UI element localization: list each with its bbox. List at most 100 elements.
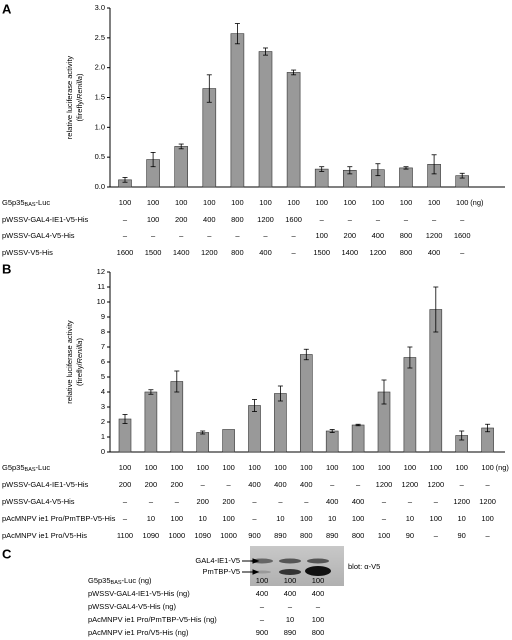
table-cell: 10 [147, 514, 155, 523]
table-cell: 200 [222, 497, 235, 506]
table-cell: 100 [256, 576, 269, 585]
table-cell: 200 [344, 231, 357, 240]
table-cell: – [149, 497, 154, 506]
table-cell: – [348, 215, 353, 224]
row-label: pAcMNPV ie1 Pro/PmTBP-V5-His [2, 514, 116, 523]
y-axis-label-part: Renilla [75, 341, 84, 364]
table-cell: 400 [372, 231, 385, 240]
bar [274, 393, 287, 453]
error-bar [319, 166, 325, 172]
table-cell: – [304, 497, 309, 506]
table-cell: 10 [286, 615, 294, 624]
panel-label: B [2, 261, 11, 276]
row-label: pWSSV-GAL4-V5-His [2, 497, 75, 506]
table-cell: 100 [171, 514, 184, 523]
table-cell: 100 [430, 514, 443, 523]
table-cell: – [356, 480, 361, 489]
bar [196, 432, 209, 453]
y-tick-label: 11 [97, 282, 105, 291]
table-cell: 1200 [402, 480, 419, 489]
y-tick-label: 3 [101, 402, 105, 411]
error-bar [459, 172, 465, 179]
row-label: pWSSV-GAL4-V5-His (ng) [88, 602, 176, 611]
error-bar [291, 69, 297, 76]
table-cell: – [432, 215, 437, 224]
table-cell: 100 [481, 514, 494, 523]
error-bar [303, 348, 309, 361]
bar [403, 357, 417, 453]
table-cell: 800 [231, 248, 244, 257]
table-cell: 100 [315, 198, 328, 207]
row-label: G5p35BAS-Luc [2, 198, 50, 208]
error-bar [206, 74, 212, 103]
error-bar [381, 379, 387, 405]
table-cell: 100 [400, 198, 413, 207]
table-cell: – [382, 514, 387, 523]
table-cell: 100 [259, 198, 272, 207]
table-cell: 10 [276, 514, 284, 523]
table-cell: 1500 [145, 248, 162, 257]
table-cell: 400 [274, 480, 287, 489]
y-axis-label: (firefly/Renilla) [75, 73, 84, 121]
table-cell: – [330, 480, 335, 489]
table-cell: – [260, 602, 265, 611]
table-cell: – [207, 231, 212, 240]
y-tick-label: 6 [101, 357, 105, 366]
blot-image [250, 546, 344, 586]
table-cell: 890 [274, 531, 287, 540]
blot-label: blot: α-V5 [348, 562, 380, 571]
table-cell: 1600 [117, 248, 134, 257]
table-cell: 1090 [194, 531, 211, 540]
table-cell: 100 [456, 198, 469, 207]
row-label: pAcMNPV ie1 Pro/PmTBP-V5-His (ng) [88, 615, 217, 624]
panel-label: A [2, 1, 12, 16]
table-cell: 200 [171, 480, 184, 489]
table-cell: – [376, 215, 381, 224]
table-cell: – [460, 248, 465, 257]
table-cell: – [408, 497, 413, 506]
error-bar [459, 430, 465, 441]
row-label: G5p35BAS-Luc [2, 463, 50, 473]
row-label: pAcMNPV ie1 Pro/V5-His [2, 531, 87, 540]
y-tick-label: 0.0 [95, 182, 105, 191]
table-cell: 400 [312, 589, 325, 598]
table-cell: 100 [287, 198, 300, 207]
error-bar [347, 166, 353, 175]
y-axis-label-part: (firefly/ [75, 98, 84, 121]
error-bar [178, 143, 184, 150]
bar [299, 354, 313, 453]
y-tick-label: 7 [101, 342, 105, 351]
table-cell: 400 [300, 480, 313, 489]
table-cell: 100 [352, 514, 365, 523]
error-bar [485, 423, 491, 433]
table-cell: 100 [378, 463, 391, 472]
y-tick-label: 8 [101, 327, 105, 336]
y-tick-label: 10 [97, 297, 105, 306]
y-tick-label: 0.5 [95, 152, 105, 161]
table-cell: – [434, 497, 439, 506]
table-cell: – [434, 531, 439, 540]
error-bar [122, 177, 128, 183]
table-cell: 100 [344, 198, 357, 207]
bar [222, 429, 235, 453]
row-label-part: -Luc [36, 198, 51, 207]
table-cell: – [123, 514, 128, 523]
row-label-part: G5p35 [2, 198, 25, 207]
table-cell: 100 [326, 463, 339, 472]
table-cell: 200 [175, 215, 188, 224]
y-tick-label: 1.0 [95, 122, 105, 131]
y-tick-label: 1 [101, 432, 105, 441]
table-cell: 1200 [479, 497, 496, 506]
table-cell: 1500 [313, 248, 330, 257]
table-cell: 100 [231, 198, 244, 207]
y-axis-label-part: ) [75, 73, 84, 76]
table-cell: 100 [404, 463, 417, 472]
table-cell: – [292, 231, 297, 240]
table-cell: 100 [147, 198, 160, 207]
bar [286, 72, 301, 188]
error-bar [431, 154, 437, 175]
table-cell: 100 [274, 463, 287, 472]
bar [230, 33, 245, 188]
table-cell: 100 [312, 615, 325, 624]
error-bar [277, 385, 283, 402]
